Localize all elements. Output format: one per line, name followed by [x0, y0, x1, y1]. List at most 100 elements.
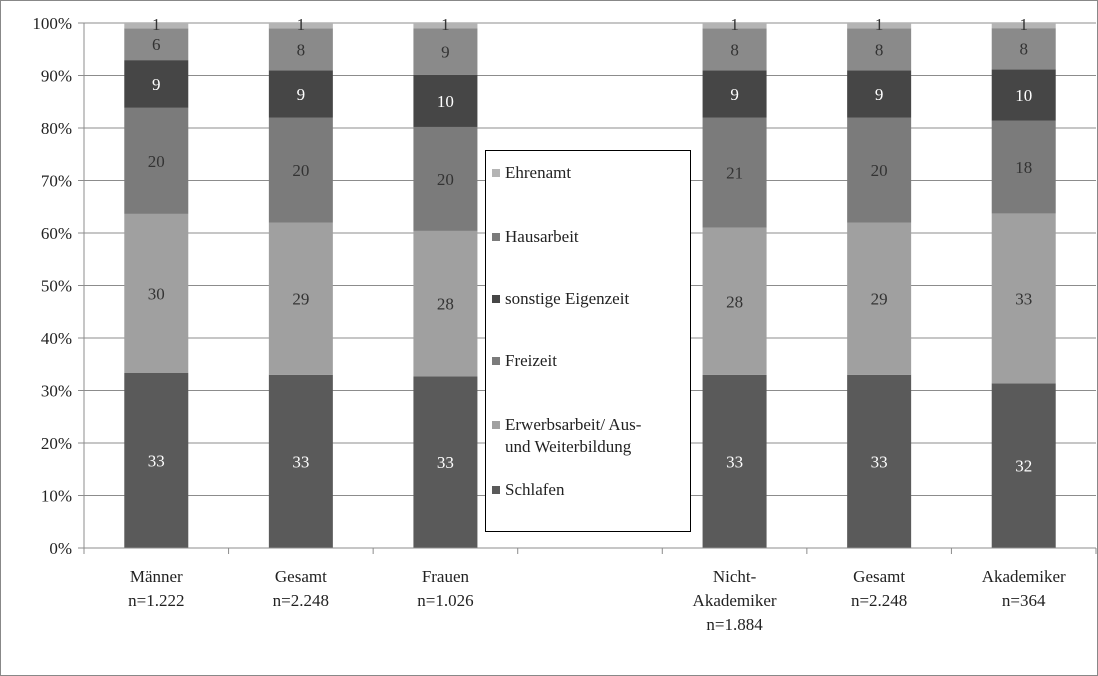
bar-segment: [702, 70, 767, 118]
data-label: 20: [437, 170, 454, 189]
data-label: 9: [730, 85, 739, 104]
x-tick-label: n=2.248: [273, 591, 329, 610]
segment-labels: 3330209613329209813328201091332821981332…: [148, 15, 1032, 476]
y-tick-label: 80%: [41, 119, 72, 138]
data-label: 9: [875, 85, 884, 104]
bar-segment: [991, 120, 1056, 214]
data-label: 8: [297, 40, 306, 59]
data-label: 29: [871, 290, 888, 309]
legend-item-sonstige-eigenzeit: sonstige Eigenzeit: [492, 288, 688, 310]
x-axis: Männer n=1.222 Gesamt n=2.248 Frauen n=1.026 N…: [83, 547, 1097, 634]
legend-item-freizeit: Freizeit: [492, 350, 688, 372]
x-tick-label: n=1.884: [706, 615, 763, 634]
data-label: 33: [1015, 289, 1032, 308]
y-tick-label: 0%: [49, 539, 72, 558]
bar-segment: [847, 117, 912, 223]
data-label: 33: [726, 452, 743, 471]
data-label: 20: [148, 152, 165, 171]
data-label: 21: [726, 164, 743, 183]
legend-label: Hausarbeit: [505, 227, 579, 246]
bar-segment: [702, 23, 767, 29]
data-label: 33: [148, 452, 165, 471]
data-label: 20: [292, 161, 309, 180]
data-label: 9: [152, 75, 161, 94]
data-label: 33: [292, 452, 309, 471]
legend-swatch: [492, 357, 500, 365]
y-tick-label: 20%: [41, 434, 72, 453]
legend-swatch: [492, 421, 500, 429]
legend-label: sonstige Eigenzeit: [505, 289, 630, 308]
bar-segment: [847, 70, 912, 118]
data-label: 1: [441, 15, 450, 34]
legend-label: Freizeit: [505, 351, 557, 370]
x-tick-label: Nicht-: [713, 567, 757, 586]
bar-segment: [413, 28, 478, 75]
y-tick-label: 10%: [41, 487, 72, 506]
bar-segment: [847, 374, 912, 548]
data-label: 9: [297, 85, 306, 104]
bar-segment: [124, 23, 189, 29]
bar-segment: [413, 126, 478, 231]
data-label: 30: [148, 284, 165, 303]
bar-segments: [124, 23, 1056, 548]
data-label: 32: [1015, 457, 1032, 476]
data-label: 10: [437, 92, 454, 111]
legend-label: Schlafen: [505, 480, 565, 499]
bar-segment: [847, 222, 912, 375]
legend-item-hausarbeit: Hausarbeit: [492, 226, 688, 248]
bar-segment: [702, 227, 767, 375]
y-tick-label: 90%: [41, 67, 72, 86]
x-tick-label: Akademiker: [982, 567, 1066, 586]
data-label: 1: [297, 15, 306, 34]
data-label: 1: [730, 15, 739, 34]
bar-segment: [702, 117, 767, 228]
legend-swatch: [492, 486, 500, 494]
bar-segment: [268, 28, 333, 71]
bar-segment: [413, 74, 478, 127]
bar-segment: [991, 23, 1056, 29]
x-tick-label: Akademiker: [693, 591, 777, 610]
bar-segment: [413, 23, 478, 29]
data-label: 28: [726, 292, 743, 311]
y-tick-label: 70%: [41, 172, 72, 191]
x-tick-label: n=1.026: [417, 591, 473, 610]
legend-item-erwerbsarbeit: Erwerbsarbeit/ Aus-und Weiterbildung: [492, 414, 688, 458]
x-tick-label: Gesamt: [275, 567, 327, 586]
x-tick-label: Frauen: [422, 567, 470, 586]
data-label: 18: [1015, 158, 1032, 177]
data-label: 1: [152, 15, 161, 34]
bar-segment: [991, 213, 1056, 384]
bar-segment: [991, 28, 1056, 70]
bar-segment: [124, 213, 189, 373]
data-label: 1: [1019, 15, 1028, 34]
legend-item-ehrenamt: Ehrenamt: [492, 162, 688, 184]
data-label: 10: [1015, 86, 1032, 105]
bar-segment: [702, 28, 767, 71]
x-tick-label: n=364: [1002, 591, 1046, 610]
x-tick-label: Gesamt: [853, 567, 905, 586]
legend-label: Ehrenamt: [505, 163, 572, 182]
data-label: 8: [730, 40, 739, 59]
bar-segment: [702, 374, 767, 548]
data-label: 8: [875, 40, 884, 59]
y-tick-label: 50%: [41, 277, 72, 296]
legend-swatch: [492, 233, 500, 241]
bar-segment: [847, 28, 912, 71]
bar-segment: [124, 107, 189, 214]
bar-segment: [268, 374, 333, 548]
bar-segment: [124, 60, 189, 108]
legend-label: Erwerbsarbeit/ Aus-und Weiterbildung: [505, 415, 642, 456]
bar-segment: [124, 373, 189, 548]
bar-segment: [847, 23, 912, 29]
data-label: 9: [441, 43, 450, 62]
legend-swatch: [492, 295, 500, 303]
bar-segment: [268, 70, 333, 118]
bar-segment: [413, 230, 478, 377]
y-tick-label: 30%: [41, 382, 72, 401]
bar-segment: [124, 28, 189, 61]
data-label: 1: [875, 15, 884, 34]
data-label: 20: [871, 161, 888, 180]
y-tick-label: 60%: [41, 224, 72, 243]
gridlines: [84, 22, 1096, 496]
